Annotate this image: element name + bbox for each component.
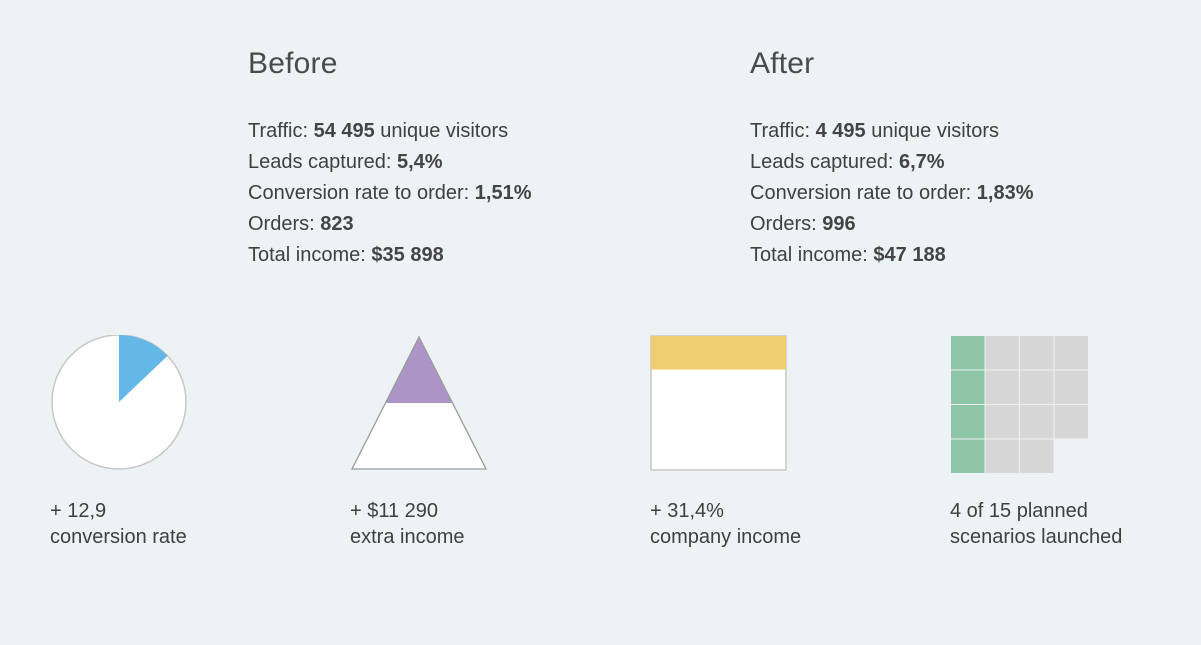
scenario-cell-planned [1054,405,1088,439]
after-leads: Leads captured: 6,7% [750,151,945,173]
scenario-cell-planned [1020,405,1054,439]
after-orders: Orders: 996 [750,213,856,235]
before-conversion: Conversion rate to order: 1,51% [248,182,532,204]
before-stats: Traffic: 54 495 unique visitors Leads ca… [248,116,532,271]
scenario-cell-launched [951,439,985,473]
after-income: Total income: $47 188 [750,244,946,266]
conversion-rate-figure [50,335,188,473]
before-traffic: Traffic: 54 495 unique visitors [248,120,509,142]
pie-slice [119,335,168,402]
scenario-cell-planned [1020,336,1054,370]
before-orders: Orders: 823 [248,213,354,235]
grid-icon [951,336,1088,473]
after-stats: Traffic: 4 495 unique visitors Leads cap… [750,116,1034,271]
after-column: After Traffic: 4 495 unique visitors Lea… [750,44,1034,271]
scenario-cell-launched [951,405,985,439]
scenario-cell-launched [951,336,985,370]
extra-income-figure [350,335,488,473]
scenarios-caption: 4 of 15 planned scenarios launched [950,500,1123,548]
before-column: Before Traffic: 54 495 unique visitors L… [248,44,532,271]
scenario-cell-planned [1020,439,1054,473]
scenario-cell-planned [1054,370,1088,404]
triangle-outline [350,335,488,470]
scenario-cell-planned [985,370,1019,404]
before-leads: Leads captured: 5,4% [248,151,443,173]
company-income-figure [650,335,788,473]
before-heading: Before [248,47,338,80]
after-traffic: Traffic: 4 495 unique visitors [750,120,1000,142]
scenario-cell-launched [951,370,985,404]
box-fill [651,336,786,370]
triangle-fill [385,337,453,403]
scenario-cell-planned [985,336,1019,370]
company-income-caption: + 31,4% company income [650,500,802,548]
after-heading: After [750,47,815,80]
triangle-icon [350,335,488,470]
extra-income-caption: + $11 290 extra income [350,500,465,548]
pie-icon [51,335,187,470]
conversion-rate-caption: + 12,9 conversion rate [50,500,187,548]
scenario-cell-planned [985,439,1019,473]
scenario-cell-planned [1054,336,1088,370]
scenarios-figure [950,335,1088,473]
box-icon [650,335,787,471]
before-income: Total income: $35 898 [248,244,444,266]
after-conversion: Conversion rate to order: 1,83% [750,182,1034,204]
scenario-cell-planned [1020,370,1054,404]
scenario-cell-planned [985,405,1019,439]
